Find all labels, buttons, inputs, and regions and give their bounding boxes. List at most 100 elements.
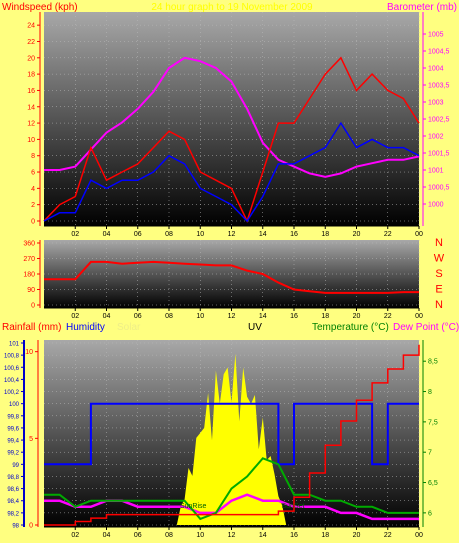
barometer-tick-label: 1001,5 — [428, 151, 450, 158]
barometer-tick-label: 1003 — [428, 100, 444, 107]
wind-tick-label: 18 — [27, 72, 35, 79]
humidity-tick-label: 100,2 — [4, 390, 20, 396]
series-rainfall-line — [44, 344, 420, 526]
humidity-tick-label: 100,6 — [4, 366, 20, 372]
rain-tick-label: 0 — [29, 523, 33, 530]
sunrise-label: SunRise — [180, 503, 207, 510]
barometer-tick-label: 1004 — [428, 66, 444, 73]
solar-axis-title: Solar — [117, 322, 141, 333]
wind-tick-label: 10 — [27, 137, 35, 144]
wind-tick-label-x: 10 — [196, 231, 204, 238]
temperature-tick-label: 7 — [428, 450, 432, 457]
direction-tick-label: 90 — [27, 287, 35, 294]
dir-tick-label-x: 14 — [259, 313, 267, 320]
wx-tick-label-x: 06 — [134, 532, 142, 539]
series-humidity-line — [44, 402, 419, 466]
temperature-tick-label: 6,5 — [428, 480, 438, 487]
uv-axis-title: UV — [248, 322, 262, 333]
dir-tick-label-x: 12 — [228, 313, 236, 320]
rain-tick-label: 10 — [25, 349, 33, 356]
series-direction-line — [44, 260, 419, 294]
direction-letter: W — [434, 253, 445, 265]
direction-letter: E — [435, 284, 442, 296]
barometer-tick-label: 1000,5 — [428, 185, 450, 192]
wind-tick-label: 0 — [31, 219, 35, 226]
wind-tick-label-x: 12 — [228, 231, 236, 238]
barometer-tick-label: 1004,5 — [428, 49, 450, 56]
wind-tick-label-x: 22 — [384, 231, 392, 238]
barometer-tick-label: 1002 — [428, 134, 444, 141]
direction-letter: S — [435, 268, 442, 280]
humidity-tick-label: 99,8 — [7, 414, 19, 420]
series-barometer-line — [44, 56, 420, 178]
barometer-tick-label: 1005 — [428, 32, 444, 39]
dir-tick-label-x: 16 — [290, 313, 298, 320]
wind-tick-label-x: 00 — [415, 231, 423, 238]
direction-tick-label: 360 — [23, 241, 35, 248]
temperature-tick-label: 6 — [428, 510, 432, 517]
wind-tick-label-x: 18 — [321, 231, 329, 238]
humidity-tick-label: 98,8 — [7, 475, 19, 481]
dir-tick-label-x: 10 — [196, 313, 204, 320]
direction-letter: N — [435, 299, 443, 311]
wind-tick-label: 16 — [27, 88, 35, 95]
temperature-axis-title: Temperature (°C) — [312, 322, 389, 333]
direction-letter: N — [435, 237, 443, 249]
wind-tick-label: 8 — [31, 153, 35, 160]
direction-tick-label: 0 — [31, 303, 35, 310]
wx-tick-label-x: 16 — [290, 532, 298, 539]
wind-tick-label: 14 — [27, 104, 35, 111]
barometer-tick-label: 1001 — [428, 168, 444, 175]
series-temperature-line — [44, 457, 419, 521]
series-solar-area — [176, 353, 287, 525]
temperature-tick-label: 8,5 — [428, 359, 438, 366]
dir-tick-label-x: 20 — [353, 313, 361, 320]
wind-tick-label: 6 — [31, 170, 35, 177]
wx-tick-label-x: 20 — [353, 532, 361, 539]
dir-tick-label-x: 08 — [165, 313, 173, 320]
barometer-axis-title: Barometer (mb) — [387, 2, 457, 13]
wx-tick-label-x: 04 — [103, 532, 111, 539]
wind-tick-label: 4 — [31, 186, 35, 193]
humidity-tick-label: 98 — [12, 524, 19, 530]
wind-tick-label-x: 16 — [290, 231, 298, 238]
humidity-tick-label: 99,6 — [7, 426, 19, 432]
wx-tick-label-x: 08 — [165, 532, 173, 539]
wx-tick-label-x: 02 — [71, 532, 79, 539]
humidity-tick-label: 99,4 — [7, 439, 19, 445]
humidity-tick-label: 98,4 — [7, 499, 19, 505]
humidity-tick-label: 100 — [9, 402, 20, 408]
wx-tick-label-x: 22 — [384, 532, 392, 539]
direction-tick-label: 270 — [23, 256, 35, 263]
humidity-tick-label: 99,2 — [7, 451, 19, 457]
wx-tick-label-x: 10 — [196, 532, 204, 539]
wind-panel — [44, 12, 419, 226]
sunset-label: SunSet — [282, 503, 305, 510]
dir-tick-label-x: 04 — [103, 313, 111, 320]
barometer-tick-label: 1003,5 — [428, 83, 450, 90]
graph-title: 24 hour graph to 19 November 2009 — [151, 2, 313, 13]
wind-tick-label: 24 — [27, 23, 35, 30]
wind-tick-label-x: 06 — [134, 231, 142, 238]
dir-tick-label-x: 06 — [134, 313, 142, 320]
dir-tick-label-x: 02 — [71, 313, 79, 320]
wx-tick-label-x: 12 — [228, 532, 236, 539]
humidity-tick-label: 101 — [9, 342, 20, 348]
wind-tick-label: 2 — [31, 202, 35, 209]
wx-tick-label-x: 00 — [415, 532, 423, 539]
humidity-axis-title: Humidity — [66, 322, 105, 333]
dewpoint-axis-title: Dew Point (°C) — [393, 322, 459, 333]
dir-tick-label-x: 00 — [415, 313, 423, 320]
wind-tick-label: 20 — [27, 55, 35, 62]
direction-tick-label: 180 — [23, 272, 35, 279]
wind-tick-label-x: 14 — [259, 231, 267, 238]
rain-tick-label: 5 — [29, 436, 33, 443]
temperature-tick-label: 8 — [428, 389, 432, 396]
humidity-tick-label: 99 — [12, 463, 19, 469]
wind-tick-label-x: 04 — [103, 231, 111, 238]
rain-axis-title: Rainfall (mm) — [2, 322, 61, 333]
wx-tick-label-x: 14 — [259, 532, 267, 539]
wind-axis-title: Windspeed (kph) — [2, 2, 78, 13]
wind-tick-label-x: 20 — [353, 231, 361, 238]
